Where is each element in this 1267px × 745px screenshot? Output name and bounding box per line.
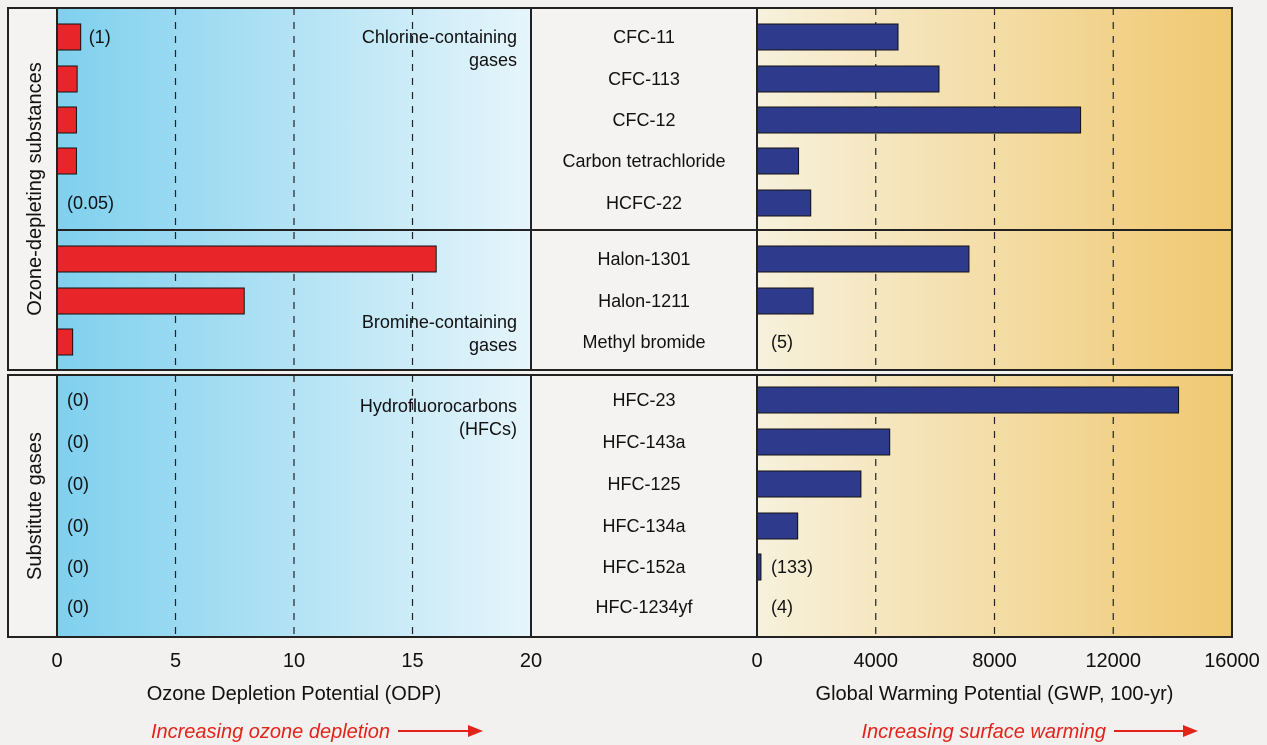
odp-tick-label: 20 xyxy=(520,650,542,672)
gwp-bar xyxy=(756,65,940,93)
odp-bar xyxy=(56,23,82,51)
gas-name: CFC-113 xyxy=(608,69,680,89)
gwp-tick-label: 0 xyxy=(751,650,762,672)
gwp-bar xyxy=(756,245,970,273)
gas-name: HFC-143a xyxy=(602,432,686,452)
section-label-chlorine: gases xyxy=(469,50,517,70)
gas-name: Halon-1211 xyxy=(598,291,690,311)
gas-name: HFC-23 xyxy=(612,390,675,410)
gas-name: Methyl bromide xyxy=(582,332,705,352)
group-label-substitutes: Substitute gases xyxy=(24,432,46,580)
gwp-value-label: (133) xyxy=(771,557,813,577)
panel-frame xyxy=(7,7,1233,371)
odp-bar xyxy=(56,287,245,315)
odp-bar xyxy=(56,328,74,356)
gas-name-column xyxy=(531,375,757,637)
odp-bar xyxy=(56,65,78,93)
odp-value-label: (1) xyxy=(89,27,111,47)
gas-name-column xyxy=(531,8,757,370)
section-label-bromine: gases xyxy=(469,335,517,355)
gwp-value-label: (5) xyxy=(771,332,793,352)
gwp-bar xyxy=(756,147,800,175)
group-label-cell xyxy=(8,375,57,637)
odp-tick-label: 0 xyxy=(51,650,62,672)
gas-name: HFC-152a xyxy=(602,557,686,577)
gwp-tick-label: 16000 xyxy=(1204,650,1260,672)
gwp-value-label: (4) xyxy=(771,597,793,617)
gas-name: Carbon tetrachloride xyxy=(562,151,725,171)
gas-name: Halon-1301 xyxy=(597,249,690,269)
odp-value-label: (0) xyxy=(67,516,89,536)
gwp-panel-bg xyxy=(757,8,1232,370)
odp-value-label: (0.05) xyxy=(67,193,114,213)
odp-tick-label: 15 xyxy=(401,650,423,672)
odp-value-label: (0) xyxy=(67,597,89,617)
odp-bar xyxy=(56,106,77,134)
gwp-bar xyxy=(756,287,814,315)
surface-warming-caption: Increasing surface warming xyxy=(861,721,1106,743)
gwp-bar xyxy=(756,428,891,456)
odp-value-label: (0) xyxy=(67,432,89,452)
gwp-bar xyxy=(756,470,862,498)
gwp-bar xyxy=(756,386,1180,414)
gwp-tick-label: 12000 xyxy=(1085,650,1141,672)
odp-value-label: (0) xyxy=(67,390,89,410)
gwp-bar xyxy=(756,23,899,51)
panel-frame xyxy=(7,374,1233,638)
odp-axis-title: Ozone Depletion Potential (ODP) xyxy=(147,683,442,705)
ozone-depletion-caption: Increasing ozone depletion xyxy=(151,721,390,743)
gas-name: CFC-11 xyxy=(613,27,675,47)
odp-bar xyxy=(56,147,77,175)
gwp-bar xyxy=(756,106,1082,134)
gwp-tick-label: 4000 xyxy=(854,650,899,672)
group-label-cell xyxy=(8,8,57,370)
gwp-axis-title: Global Warming Potential (GWP, 100-yr) xyxy=(816,683,1174,705)
section-label-hfc: Hydrofluorocarbons xyxy=(360,396,517,416)
gas-name: HCFC-22 xyxy=(606,193,682,213)
odp-tick-label: 10 xyxy=(283,650,305,672)
odp-tick-label: 5 xyxy=(170,650,181,672)
odp-value-label: (0) xyxy=(67,557,89,577)
gwp-tick-label: 8000 xyxy=(972,650,1017,672)
gas-name: HFC-134a xyxy=(602,516,686,536)
gas-name: CFC-12 xyxy=(612,110,675,130)
gwp-bar xyxy=(756,512,799,540)
odp-value-label: (0) xyxy=(67,474,89,494)
gas-name: HFC-125 xyxy=(607,474,680,494)
section-label-bromine: Bromine-containing xyxy=(362,312,517,332)
ozone-depletion-arrowhead xyxy=(468,725,483,737)
group-label-ods: Ozone-depleting substances xyxy=(24,62,46,316)
odp-bar xyxy=(56,245,437,273)
surface-warming-arrowhead xyxy=(1183,725,1198,737)
section-label-hfc: (HFCs) xyxy=(459,419,517,439)
section-label-chlorine: Chlorine-containing xyxy=(362,27,517,47)
gwp-bar xyxy=(756,189,812,217)
gas-name: HFC-1234yf xyxy=(595,597,693,617)
